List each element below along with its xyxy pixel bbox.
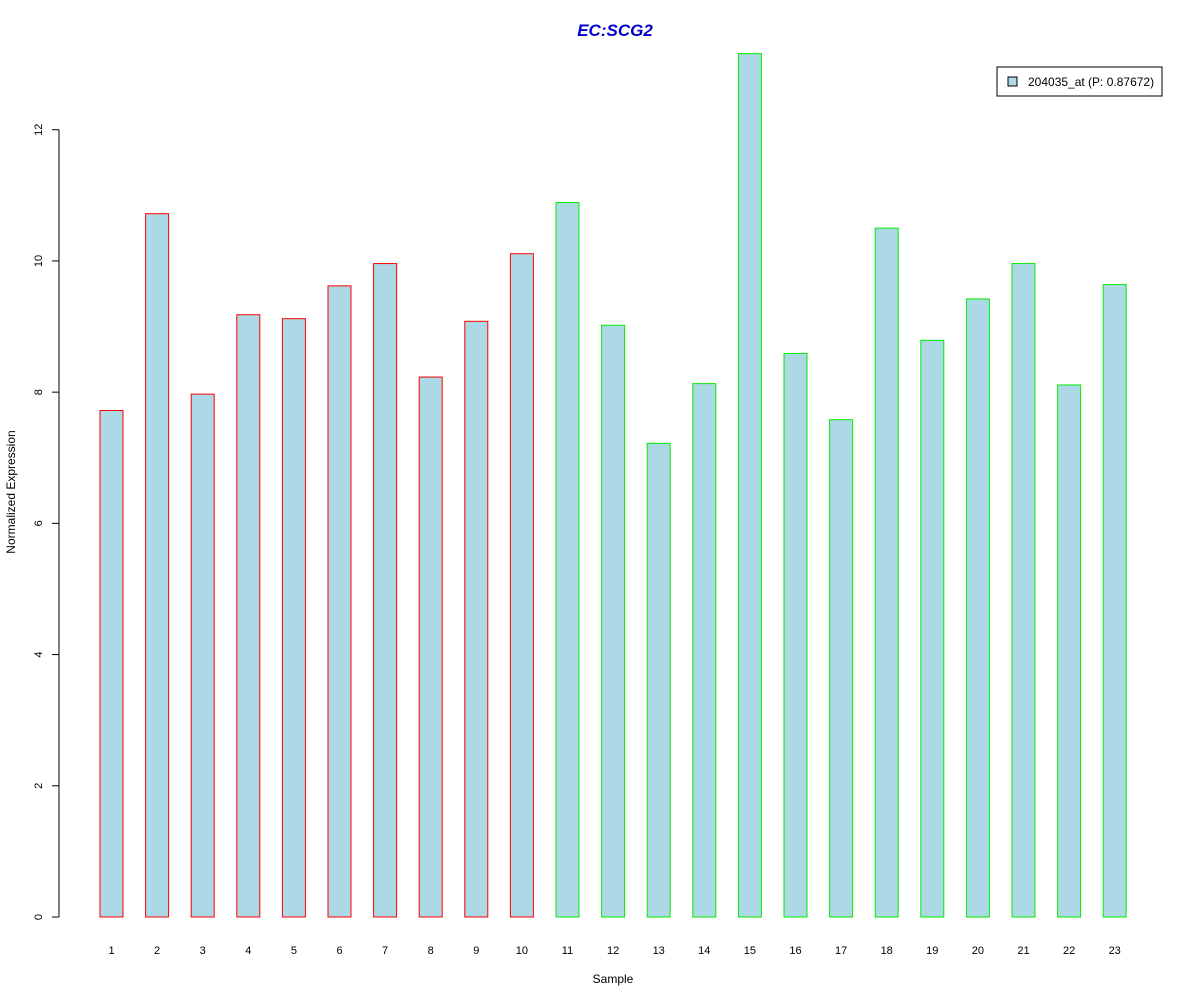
y-tick-label: 10 xyxy=(33,255,45,267)
x-tick-label: 7 xyxy=(382,945,388,957)
bar xyxy=(646,442,671,918)
x-tick-label: 10 xyxy=(516,945,528,957)
y-tick-label: 8 xyxy=(33,389,45,395)
x-tick-label: 22 xyxy=(1063,945,1075,957)
x-tick-label: 12 xyxy=(607,945,619,957)
x-tick-label: 6 xyxy=(336,945,342,957)
bar xyxy=(190,393,215,918)
legend: 204035_at (P: 0.87672) xyxy=(996,66,1163,97)
bars xyxy=(99,53,1127,918)
x-tick-label: 23 xyxy=(1109,945,1121,957)
bar xyxy=(99,410,124,918)
x-tick-label: 14 xyxy=(698,945,710,957)
bar xyxy=(509,253,534,918)
bar xyxy=(145,213,170,918)
x-tick-label: 18 xyxy=(881,945,893,957)
y-tick-label: 0 xyxy=(33,914,45,920)
bar xyxy=(1057,384,1082,918)
bar xyxy=(236,314,261,918)
x-tick-label: 5 xyxy=(291,945,297,957)
bar xyxy=(418,376,443,918)
y-axis: 0 2 4 6 8 10 12 xyxy=(33,124,60,920)
bar xyxy=(692,383,717,918)
x-tick-label: 11 xyxy=(562,945,573,957)
bar xyxy=(783,352,808,918)
y-tick-label: 2 xyxy=(33,783,45,789)
x-tick-label: 16 xyxy=(789,945,801,957)
x-axis-label: Sample xyxy=(593,972,634,986)
x-tick-label: 13 xyxy=(653,945,665,957)
bar xyxy=(920,339,945,918)
legend-swatch xyxy=(1007,76,1018,87)
chart-title: EC:SCG2 xyxy=(577,21,653,40)
x-tick-label: 1 xyxy=(108,945,114,957)
x-tick-label: 15 xyxy=(744,945,756,957)
x-tick-label: 2 xyxy=(154,945,160,957)
y-tick-label: 4 xyxy=(33,652,45,658)
bar xyxy=(281,318,306,918)
x-tick-label: 17 xyxy=(835,945,847,957)
legend-entry: 204035_at (P: 0.87672) xyxy=(1028,75,1154,89)
bar xyxy=(555,202,580,918)
x-tick-label: 3 xyxy=(200,945,206,957)
bar xyxy=(1102,284,1127,918)
bar xyxy=(464,320,489,918)
bar xyxy=(373,263,398,918)
x-tick-label: 9 xyxy=(473,945,479,957)
bar xyxy=(874,227,899,918)
x-tick-label: 4 xyxy=(245,945,251,957)
x-axis: 1 2 3 4 5 6 7 8 9 10 11 12 13 14 15 16 17 18 19 20 21 22 23 xyxy=(108,945,1120,957)
bar xyxy=(965,298,990,918)
y-tick-label: 12 xyxy=(33,124,45,136)
bar xyxy=(737,53,762,918)
bar xyxy=(601,324,626,918)
bar xyxy=(829,419,854,918)
bar xyxy=(1011,263,1036,918)
bar xyxy=(327,285,352,918)
y-axis-label: Normalized Expression xyxy=(4,430,18,553)
x-tick-label: 8 xyxy=(428,945,434,957)
x-tick-label: 20 xyxy=(972,945,984,957)
x-tick-label: 21 xyxy=(1017,945,1029,957)
y-tick-label: 6 xyxy=(33,520,45,526)
legend-box xyxy=(996,66,1163,97)
x-tick-label: 19 xyxy=(926,945,938,957)
